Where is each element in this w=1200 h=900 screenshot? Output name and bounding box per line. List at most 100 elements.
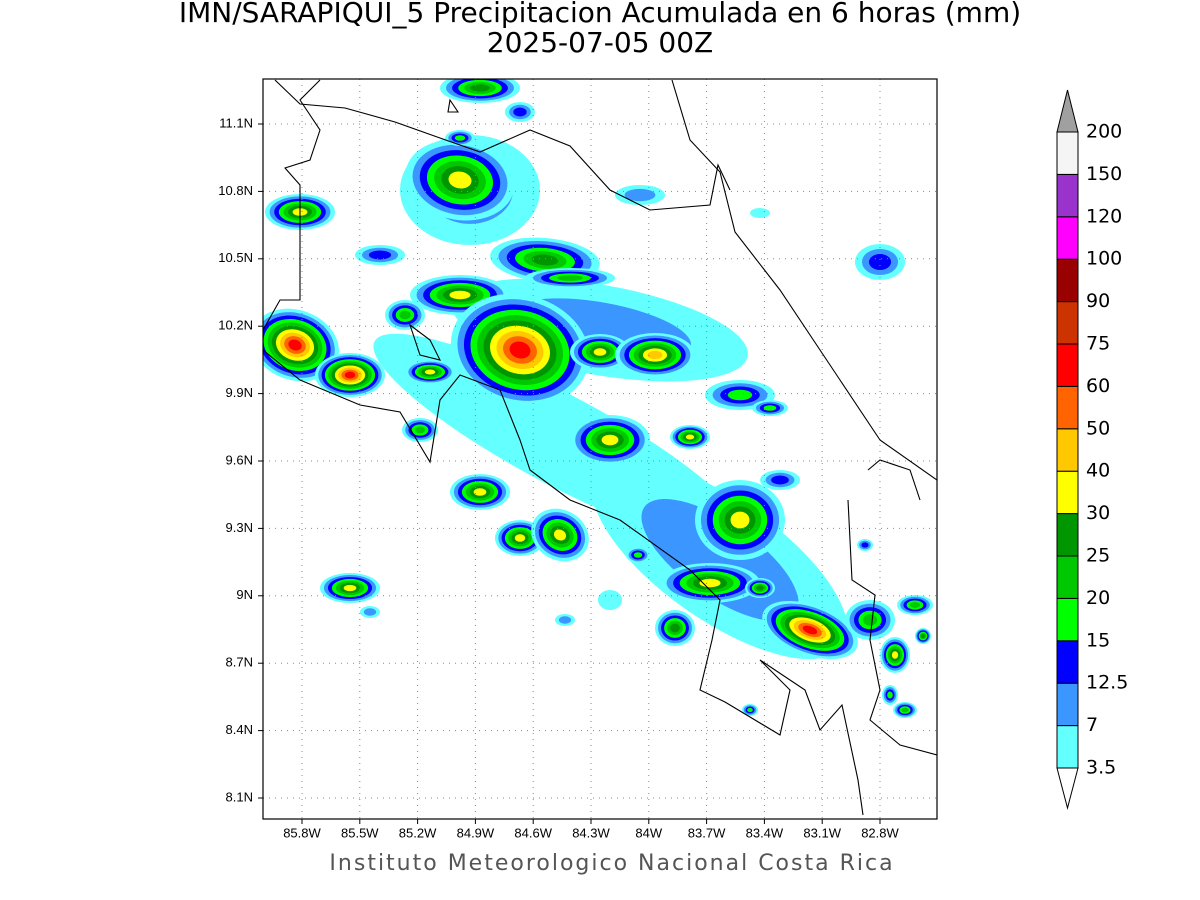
precip-contour [862, 614, 878, 626]
lat-tick-label: 10.2N [218, 318, 253, 333]
precip-contour [727, 389, 753, 401]
precip-contour [909, 602, 921, 608]
precip-contour [288, 339, 302, 351]
precip-contour [513, 107, 527, 117]
precip-contour [598, 590, 622, 610]
lon-tick-label: 85.2W [399, 825, 437, 840]
colorbar-label: 200 [1086, 121, 1122, 143]
lon-tick-label: 82.8W [861, 825, 899, 840]
colorbar-label: 25 [1086, 545, 1110, 567]
colorbar-label: 100 [1086, 248, 1122, 270]
coastline [263, 79, 321, 331]
precip-contour [756, 585, 764, 591]
precip-contour [449, 290, 471, 300]
lon-tick-label: 84.6W [514, 825, 552, 840]
colorbar-label: 30 [1086, 502, 1110, 524]
precip-field [263, 79, 933, 718]
colorbar-box [1056, 131, 1079, 175]
precip-contour [624, 188, 656, 202]
precip-contour [557, 275, 583, 281]
precip-contour [414, 426, 426, 434]
colorbar-box [1056, 640, 1079, 684]
lat-tick-label: 10.8N [218, 183, 253, 198]
lat-tick-label: 8.4N [226, 722, 253, 737]
colorbar-label: 20 [1086, 587, 1110, 609]
coastlines [263, 79, 937, 816]
coastline [408, 323, 442, 361]
colorbar-triangle [1056, 89, 1079, 133]
precip-contour [368, 250, 392, 260]
colorbar-box [1056, 258, 1079, 303]
precip-contour [558, 616, 572, 624]
colorbar-box [1056, 513, 1079, 557]
lon-tick-label: 84W [635, 825, 662, 840]
colorbar-box [1056, 385, 1079, 430]
precip-contour [553, 529, 567, 541]
lat-tick-label: 8.1N [226, 789, 253, 804]
precip-contour [344, 371, 356, 379]
colorbar-label: 15 [1086, 629, 1110, 651]
lon-tick-label: 85.8W [283, 825, 321, 840]
colorbar-label: 7 [1086, 714, 1098, 736]
lat-tick-label: 9N [236, 587, 253, 602]
colorbar: 3.5 7 12.5 15 20 25 30 40 50 60 75 90 100 120 150 200 [1056, 89, 1128, 810]
coastline [447, 98, 460, 113]
colorbar-box [1056, 343, 1079, 387]
colorbar-label: 90 [1086, 290, 1110, 312]
title: IMN/SARAPIQUI_5 Precipitacion Acumulada … [179, 0, 1021, 29]
lon-tick-label: 84.9W [457, 825, 495, 840]
precip-contour [473, 488, 487, 496]
lat-tick-label: 9.6N [226, 452, 253, 467]
precip-contour [747, 707, 753, 713]
precip-contour [514, 534, 526, 542]
lat-tick-label: 9.3N [226, 520, 253, 535]
precip-contour [750, 208, 770, 218]
precip-contour [670, 623, 680, 633]
precip-contour [601, 434, 619, 446]
precip-contour [633, 552, 643, 558]
colorbar-box [1056, 216, 1079, 260]
precip-contour [363, 608, 377, 616]
precip-contour [509, 341, 531, 359]
subtitle: 2025-07-05 00Z [487, 26, 713, 59]
precip-contour [901, 707, 909, 713]
precip-contour [921, 634, 925, 638]
colorbar-box [1056, 725, 1079, 769]
precip-contour [470, 84, 490, 92]
colorbar-label: 60 [1086, 375, 1110, 397]
colorbar-label: 12.5 [1086, 672, 1128, 694]
precip-contour [771, 475, 789, 485]
lon-tick-label: 83.4W [746, 825, 784, 840]
colorbar-label: 3.5 [1086, 757, 1116, 779]
map-frame [262, 78, 938, 820]
precip-contour [685, 434, 695, 440]
colorbar-box [1056, 555, 1079, 599]
colorbar-label: 150 [1086, 163, 1122, 185]
lon-tick-label: 83.7W [688, 825, 726, 840]
colorbar-box [1056, 428, 1079, 472]
colorbar-triangle [1056, 767, 1079, 810]
axes: 11.1N 10.8N 10.5N 10.2N 9.9N 9.6N 9.3N 9N 8.7N 8.… [218, 115, 899, 840]
colorbar-label: 120 [1086, 205, 1122, 227]
coastline [274, 79, 731, 211]
lat-tick-label: 11.1N [219, 115, 253, 130]
precip-contour [424, 369, 436, 375]
colorbar-box [1056, 470, 1079, 515]
coastline [263, 349, 864, 816]
lon-tick-label: 85.5W [341, 825, 379, 840]
precip-contour [454, 135, 466, 141]
colorbar-label: 50 [1086, 417, 1110, 439]
coastline [847, 499, 937, 756]
coastline [867, 459, 921, 501]
precip-contour [448, 171, 472, 189]
precip-contour [730, 511, 750, 529]
lat-tick-label: 8.7N [226, 655, 253, 670]
precip-contour [891, 651, 899, 659]
colorbar-box [1056, 597, 1079, 642]
footer: Instituto Meteorologico Nacional Costa R… [329, 851, 894, 876]
colorbar-label: 75 [1086, 333, 1110, 355]
precip-contour [763, 405, 777, 411]
precip-contour [868, 254, 892, 270]
precip-contour [802, 625, 818, 635]
